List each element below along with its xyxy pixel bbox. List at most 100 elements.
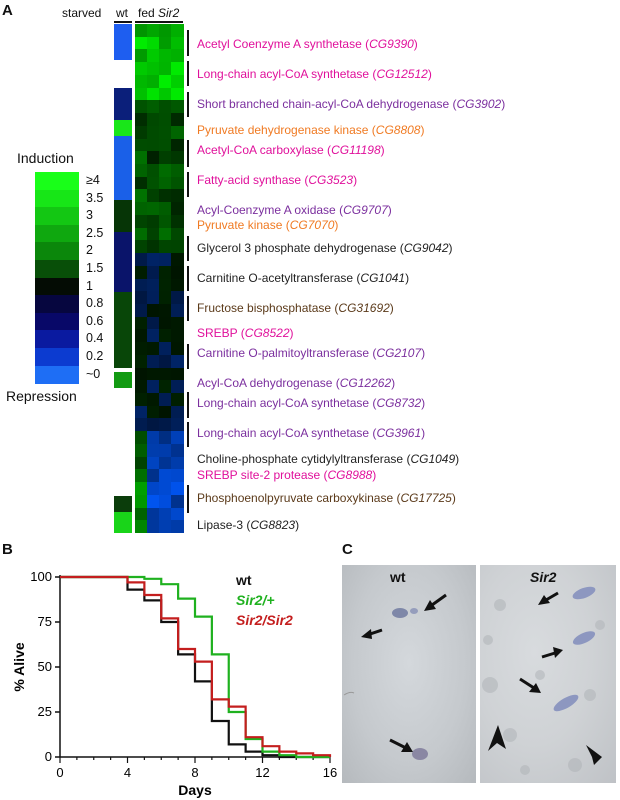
chart-series — [60, 575, 332, 759]
starved-cell — [114, 120, 132, 136]
heatmap-cell — [159, 482, 172, 496]
heatmap-cell — [135, 113, 148, 127]
heatmap-cell — [135, 278, 148, 292]
arrowhead-icon — [586, 745, 602, 765]
x-tick-label: 0 — [56, 765, 63, 780]
heatmap-cell — [135, 507, 148, 521]
heatmap-cell — [159, 49, 172, 63]
gene-label: Long-chain acyl-CoA synthetase (CG3961) — [197, 426, 425, 440]
gene-name: Long-chain acyl-CoA synthetase ( — [197, 426, 377, 440]
starved-cell — [114, 512, 132, 533]
legend-induction-label: Induction — [17, 150, 74, 166]
heatmap-cell — [159, 214, 172, 229]
heatmap-cell — [171, 151, 184, 165]
heatmap-cell — [135, 240, 148, 254]
arrow-icon — [424, 593, 447, 611]
gene-label: SREBP (CG8522) — [197, 326, 294, 340]
legend-level-label: 2.5 — [86, 225, 104, 240]
heatmap-cell — [159, 291, 172, 305]
heatmap-cell — [159, 329, 172, 343]
heatmap-cell — [171, 329, 184, 343]
heatmap-cell — [171, 253, 184, 267]
heatmap-cell — [159, 367, 172, 381]
larva-mouthpart — [572, 631, 596, 645]
gene-name: Pyruvate kinase ( — [197, 218, 290, 232]
heatmap-cell — [147, 49, 160, 63]
gene-id: CG12262 — [339, 376, 392, 390]
legend-swatch — [35, 207, 79, 226]
heatmap-cell — [171, 482, 184, 496]
gene-id: CG1041 — [360, 271, 406, 285]
legend-repression-label: Repression — [6, 388, 77, 404]
gene-label: Pyruvate kinase (CG7070) — [197, 218, 338, 232]
header-starved: starved — [62, 6, 102, 20]
heatmap-cell — [135, 367, 148, 381]
heatmap-cell — [159, 240, 172, 254]
heatmap-cell — [135, 138, 148, 152]
gene-name: Carnitine O-palmitoyltransferase ( — [197, 346, 377, 360]
heatmap-cell — [171, 278, 184, 292]
arrow-icon — [519, 677, 541, 693]
heatmap-cell — [147, 329, 160, 343]
panel-a-label: A — [2, 2, 13, 19]
gene-name: Long-chain acyl-CoA synthetase ( — [197, 67, 377, 81]
gene-close-paren: ) — [501, 97, 506, 111]
heatmap-cell — [147, 316, 160, 330]
group-bracket — [187, 296, 189, 321]
heatmap-cell — [171, 380, 184, 394]
gene-id: CG3902 — [456, 97, 502, 111]
heatmap-cell — [135, 393, 148, 407]
gene-name: Glycerol 3 phosphate dehydrogenase ( — [197, 241, 404, 255]
heatmap-cell — [159, 24, 172, 38]
heatmap-cell — [147, 405, 160, 419]
chart-legend: wt Sir2/+ Sir2/Sir2 — [235, 572, 293, 628]
legend-swatch — [35, 365, 79, 384]
photo-wt-label: wt — [390, 569, 406, 585]
gene-name: Carnitine O-acetyltransferase ( — [197, 271, 361, 285]
heatmap-cell — [135, 24, 148, 38]
gene-id: CG8988 — [327, 468, 373, 482]
heatmap-cell — [147, 176, 160, 190]
gene-id: CG8522 — [244, 326, 290, 340]
gene-label: Long-chain acyl-CoA synthetase (CG8732) — [197, 396, 425, 410]
arrow-icon — [389, 738, 413, 752]
heatmap-cell — [135, 151, 148, 165]
gene-id: CG2107 — [376, 346, 422, 360]
legend-level-label: 2 — [86, 243, 93, 258]
legend-swatch — [35, 348, 79, 367]
starved-cell — [114, 372, 132, 388]
heatmap-cell — [147, 380, 160, 394]
heatmap-cell — [135, 87, 148, 101]
heatmap-cell — [159, 202, 172, 216]
heatmap-cell — [159, 342, 172, 356]
heatmap-cell — [171, 507, 184, 521]
heatmap-cell — [171, 393, 184, 407]
heatmap-cell — [135, 253, 148, 267]
heatmap-cell — [147, 113, 160, 127]
group-bracket — [187, 61, 189, 86]
legend-swatch — [35, 330, 79, 349]
heatmap-cell — [171, 176, 184, 190]
gene-id: CG3523 — [308, 173, 354, 187]
gene-close-paren: ) — [391, 376, 396, 390]
group-bracket — [187, 236, 189, 261]
gene-close-paren: ) — [413, 37, 418, 51]
heatmap-cell — [147, 393, 160, 407]
gene-id: CG9707 — [343, 203, 388, 217]
heatmap-cell — [171, 494, 184, 509]
gene-id: CG3961 — [376, 426, 422, 440]
heatmap-cell — [159, 62, 172, 76]
legend-level-label: 0.8 — [86, 296, 104, 311]
gene-label: SREBP site-2 protease (CG8988) — [197, 468, 376, 482]
gene-name: Acetyl Coenzyme A synthetase ( — [197, 37, 370, 51]
x-tick-label: 12 — [255, 765, 269, 780]
gene-name: SREBP site-2 protease ( — [197, 468, 328, 482]
gene-id: CG8823 — [250, 518, 296, 532]
heatmap-cell — [135, 494, 148, 509]
heatmap-cell — [159, 520, 172, 534]
heatmap-cell — [171, 418, 184, 432]
gene-label: Choline-phosphate cytidylyltransferase (… — [197, 452, 459, 466]
heatmap-cell — [135, 456, 148, 470]
heatmap-cell — [147, 214, 160, 229]
header-sir2-underline — [135, 21, 183, 23]
